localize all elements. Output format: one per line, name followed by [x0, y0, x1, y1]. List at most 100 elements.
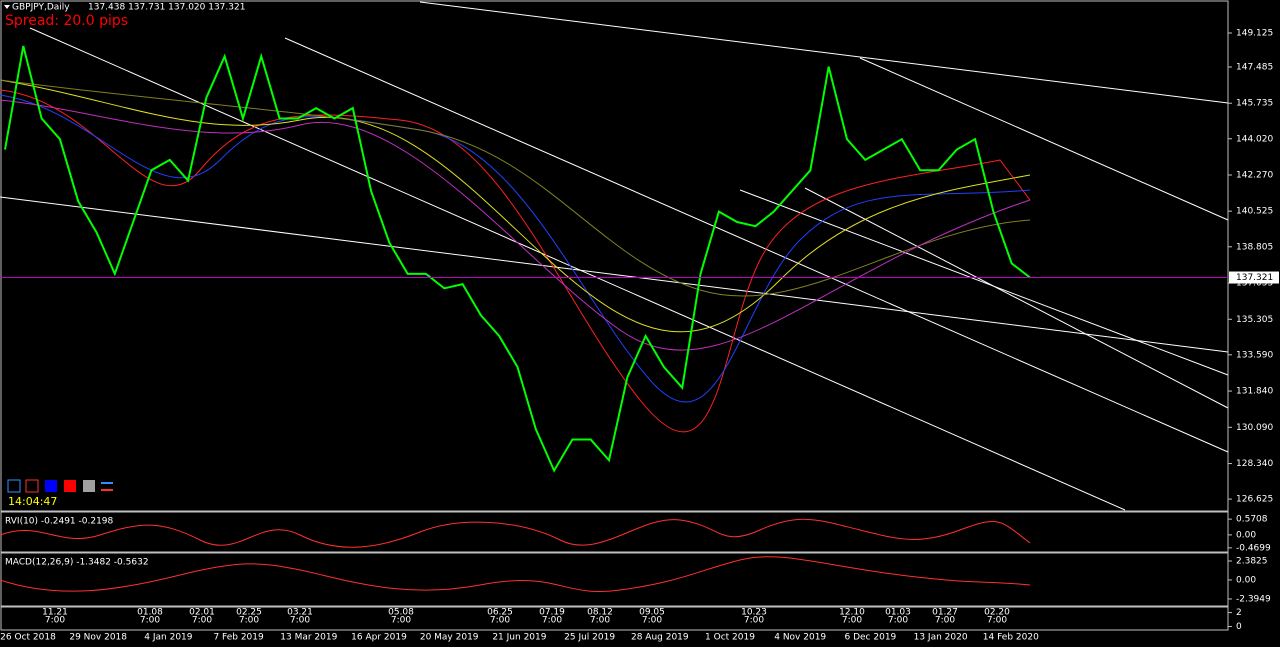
session-time: 7:00 [45, 616, 65, 626]
icon [25, 479, 39, 493]
session-time: 7:00 [935, 616, 955, 626]
oscillators [0, 518, 1031, 592]
y-tick-label: -2.3949 [1236, 594, 1271, 604]
trendline [419, 1, 1229, 104]
trendline [0, 196, 1229, 353]
price-tag [1229, 271, 1279, 284]
x-tick-label: 21 Jun 2019 [492, 633, 546, 643]
moving-averages [0, 79, 1031, 433]
x-tick-label: 1 Oct 2019 [705, 633, 755, 643]
y-tick-label: 142.270 [1236, 171, 1273, 181]
y-tick-label: 2.3825 [1236, 557, 1268, 567]
ma-line [0, 79, 1031, 333]
y-tick-label: 131.840 [1236, 387, 1273, 397]
x-tick-label: 16 Apr 2019 [351, 633, 407, 643]
y-tick-label: 0 [1236, 622, 1242, 632]
session-date: 01.08 [137, 608, 163, 618]
macd-panel [0, 552, 1229, 607]
main-panel [0, 0, 1229, 512]
session-date: 10.23 [741, 608, 767, 618]
session-time: 7:00 [590, 616, 610, 626]
x-tick-label: 28 Aug 2019 [631, 633, 689, 643]
symbol: GBPJPY,Daily [12, 3, 70, 13]
y-tick-label: 137.055 [1236, 279, 1273, 289]
y-tick-label: 147.485 [1236, 62, 1273, 72]
y-tick-label: 144.020 [1236, 134, 1273, 144]
rvi-label: RVI(10) -0.2491 -0.2198 [5, 517, 114, 527]
trendline [859, 57, 1229, 221]
trendline [739, 189, 1229, 376]
icon [7, 479, 21, 493]
session-time: 7:00 [888, 616, 908, 626]
session-time: 7:00 [290, 616, 310, 626]
y-tick-label: 126.625 [1236, 495, 1273, 505]
x-tick-label: 4 Jan 2019 [144, 633, 192, 643]
session-time: 7:00 [192, 616, 212, 626]
y-tick-label: 130.090 [1236, 423, 1273, 433]
y-tick-label: 135.305 [1236, 315, 1273, 325]
icon [64, 480, 76, 492]
session-time: 7:00 [642, 616, 662, 626]
ma-line [0, 99, 1031, 351]
toolbar-icons [7, 479, 113, 493]
icon [83, 480, 95, 492]
y-tick-label: 138.805 [1236, 242, 1273, 252]
spread: Spread: 20.0 pips [5, 13, 128, 29]
session-date: 02.20 [984, 608, 1010, 618]
session-date: 03.21 [287, 608, 313, 618]
macd-signal [0, 556, 1031, 592]
y-tick-label: 149.125 [1236, 29, 1273, 39]
y-tick-label: 128.340 [1236, 459, 1273, 469]
session-time: 7:00 [842, 616, 862, 626]
ma-line [0, 89, 1031, 433]
x-tick-label: 26 Oct 2018 [0, 633, 56, 643]
rvi-line [0, 518, 1031, 548]
x-tick-label: 29 Nov 2018 [69, 633, 127, 643]
extra-panel [0, 606, 1229, 631]
timer: 14:04:47 [8, 495, 57, 508]
macd-label: MACD(12,26,9) -1.3482 -0.5632 [5, 558, 149, 568]
session-time: 7:00 [140, 616, 160, 626]
y-tick-label: 145.735 [1236, 99, 1273, 109]
session-date: 08.12 [587, 608, 613, 618]
price-line [4, 45, 1031, 473]
session-date: 02.01 [189, 608, 215, 618]
trendline [29, 27, 1126, 511]
session-date: 01.03 [885, 608, 911, 618]
session-time: 7:00 [391, 616, 411, 626]
trendlines [0, 1, 1229, 511]
y-tick-label: -0.4699 [1236, 543, 1271, 553]
rvi-panel [0, 511, 1229, 553]
session-time: 7:00 [239, 616, 259, 626]
trendline [284, 37, 1229, 453]
ohlc: 137.438 137.731 137.020 137.321 [88, 3, 245, 13]
session-time: 7:00 [542, 616, 562, 626]
x-tick-label: 25 Jul 2019 [564, 633, 615, 643]
y-tick-label: 0.00 [1236, 530, 1256, 540]
session-date: 02.25 [236, 608, 262, 618]
y-tick-label: 140.525 [1236, 207, 1273, 217]
y-tick-label: 0.5708 [1236, 515, 1268, 525]
session-date: 09.05 [639, 608, 665, 618]
session-date: 11.21 [42, 608, 68, 618]
session-date: 07.19 [539, 608, 565, 618]
y-tick-label: 133.590 [1236, 350, 1273, 360]
session-date: 12.10 [839, 608, 865, 618]
session-date: 01.27 [932, 608, 958, 618]
session-time: 7:00 [987, 616, 1007, 626]
ma-line [0, 94, 1031, 403]
trendline [804, 187, 1229, 409]
session-date: 05.08 [388, 608, 414, 618]
session-time: 7:00 [490, 616, 510, 626]
y-tick-label: 0.00 [1236, 575, 1256, 585]
y-tick-label: 2 [1236, 608, 1242, 618]
ma-line [0, 79, 1031, 297]
dropdown-arrow[interactable] [4, 5, 10, 9]
x-tick-label: 6 Dec 2019 [845, 633, 897, 643]
x-tick-label: 14 Feb 2020 [983, 633, 1039, 643]
price-tag-label: 137.321 [1236, 273, 1273, 283]
x-tick-label: 13 Jan 2020 [914, 633, 968, 643]
icon [45, 480, 57, 492]
x-tick-label: 7 Feb 2019 [213, 633, 264, 643]
